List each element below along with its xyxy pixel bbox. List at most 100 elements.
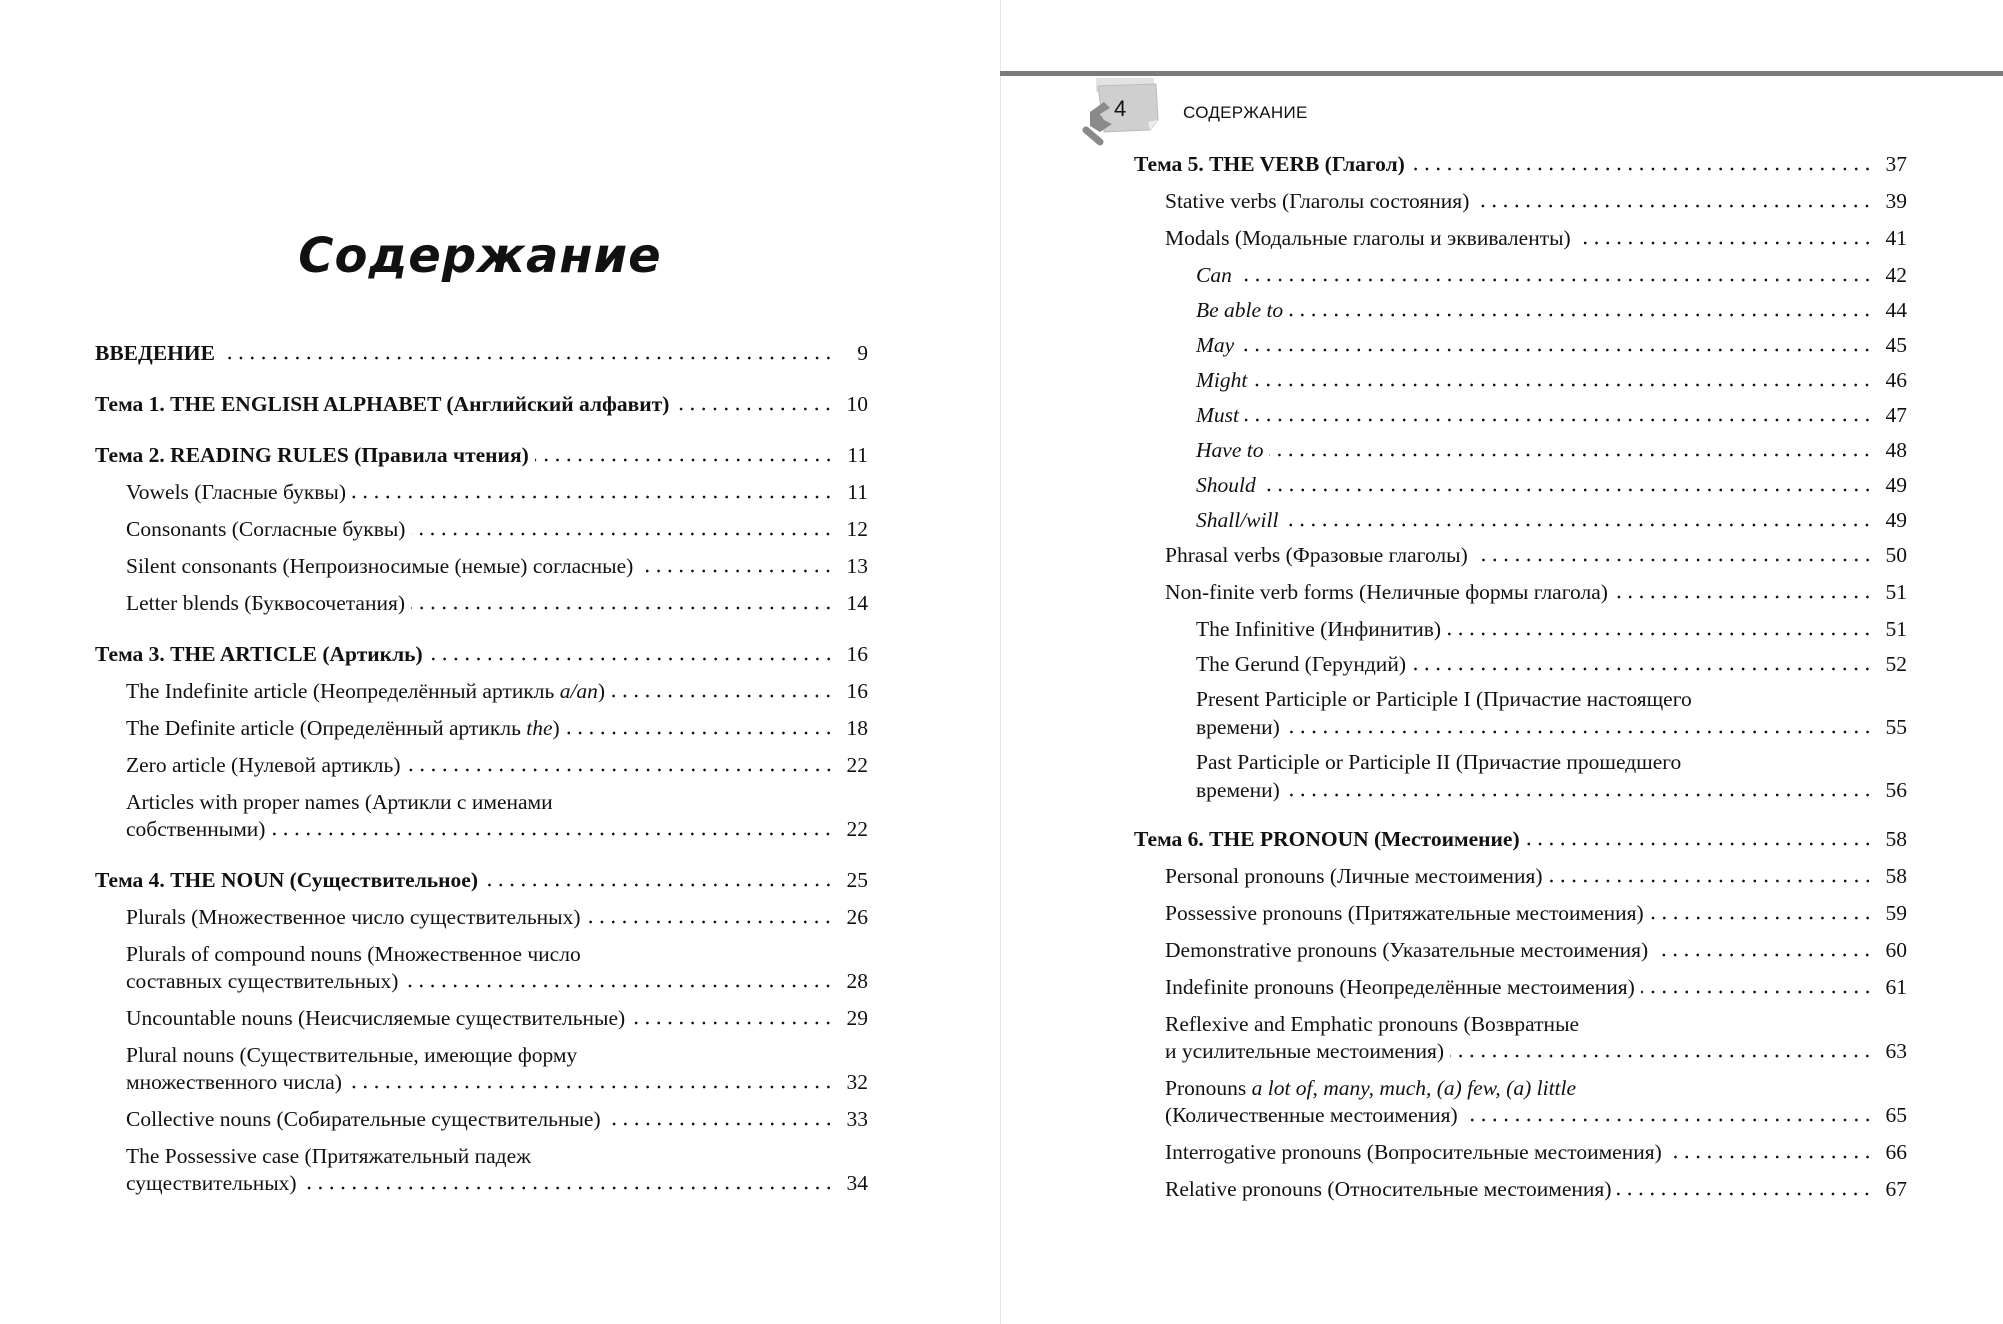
toc-entry-title: The Gerund (Герундий) <box>1196 651 1406 676</box>
toc-entry-line: Silent consonants (Непроизносимые (немые… <box>126 553 868 580</box>
toc-entry-line: Should 49 <box>1196 471 1907 499</box>
toc-entry[interactable]: Тема 2. READING RULES (Правила чтения) 11 <box>95 437 868 474</box>
table-of-contents-left: ВВЕДЕНИЕ 9 Тема 1. THE ENGLISH ALPHABET (А… <box>95 335 868 1216</box>
toc-entry[interactable]: Letter blends (Буквосочетания) 14 <box>95 585 868 622</box>
toc-entry-line: Indefinite pronouns (Неопределённые мест… <box>1165 974 1907 1001</box>
toc-entry[interactable]: Vowels (Гласные буквы) 11 <box>95 474 868 511</box>
toc-entry[interactable]: Reflexive and Emphatic pronouns (Возврат… <box>1134 1006 1907 1070</box>
toc-entry[interactable]: Have to 48 <box>1134 432 1907 467</box>
dot-leader <box>534 458 834 462</box>
toc-entry[interactable]: Collective nouns (Собирательные существи… <box>95 1101 868 1138</box>
dot-leader <box>1237 277 1873 282</box>
toc-entry[interactable]: Possessive pronouns (Притяжательные мест… <box>1134 895 1907 932</box>
toc-entry-line: Letter blends (Буквосочетания) 14 <box>126 590 868 617</box>
toc-entry[interactable]: Тема 6. THE PRONOUN (Местоимение) 58 <box>1134 821 1907 858</box>
toc-page-number: 22 <box>846 817 869 841</box>
toc-entry-line: Тема 5. THE VERB (Глагол) 37 <box>1134 151 1907 178</box>
toc-page-number: 22 <box>846 753 869 777</box>
toc-entry[interactable]: The Infinitive (Инфинитив) 51 <box>1134 611 1907 646</box>
toc-entry[interactable]: Present Participle or Participle I (Прич… <box>1134 681 1907 744</box>
toc-entry-line: и усилительные местоимения) 63 <box>1165 1038 1907 1065</box>
toc-page-number: 45 <box>1885 332 1908 357</box>
toc-entry-line: May 45 <box>1196 331 1907 359</box>
toc-page-number: 18 <box>846 716 869 740</box>
toc-entry[interactable]: Plurals (Множественное число существител… <box>95 899 868 936</box>
toc-entry-title: Past Participle or Participle II (Причас… <box>1196 749 1682 774</box>
toc-entry-title: Letter blends (Буквосочетания) <box>126 591 406 615</box>
dot-leader <box>1245 417 1873 422</box>
toc-entry[interactable]: Relative pronouns (Относительные местоим… <box>1134 1171 1907 1208</box>
toc-entry-title: Plural nouns (Существительные, имеющие ф… <box>126 1043 578 1067</box>
toc-page-number: 11 <box>847 443 868 467</box>
toc-entry[interactable]: Zero article (Нулевой артикль) 22 <box>95 747 868 784</box>
toc-entry[interactable]: Stative verbs (Глаголы состояния) 39 <box>1134 183 1907 220</box>
toc-page-number: 37 <box>1885 152 1908 176</box>
toc-entry-title: Тема 5. THE VERB (Глагол) <box>1134 152 1405 176</box>
toc-entry-line: Phrasal verbs (Фразовые глаголы) 50 <box>1165 542 1907 569</box>
toc-entry-line: Pronouns a lot of, many, much, (a) few, … <box>1165 1075 1907 1102</box>
toc-entry-line: Can 42 <box>1196 261 1907 289</box>
toc-entry[interactable]: May 45 <box>1134 327 1907 362</box>
dot-leader <box>639 569 834 573</box>
toc-entry[interactable]: The Possessive case (Притяжательный паде… <box>95 1138 868 1202</box>
toc-entry[interactable]: Phrasal verbs (Фразовые глаголы) 50 <box>1134 537 1907 574</box>
dot-leader <box>347 1085 834 1089</box>
toc-page-number: 16 <box>846 642 869 666</box>
toc-entry-line: Modals (Модальные глаголы и эквиваленты)… <box>1165 225 1907 252</box>
toc-entry-title: Vowels (Гласные буквы) <box>126 480 347 504</box>
toc-entry[interactable]: Тема 3. THE ARTICLE (Артикль) 16 <box>95 636 868 673</box>
toc-entry-title: Phrasal verbs (Фразовые глаголы) <box>1165 543 1468 567</box>
toc-entry-line: Present Participle or Participle I (Прич… <box>1196 685 1907 713</box>
table-of-contents-right: Тема 5. THE VERB (Глагол) 37 Stative verbs… <box>1134 146 1907 1222</box>
toc-entry[interactable]: Past Participle or Participle II (Причас… <box>1134 744 1907 807</box>
toc-entry[interactable]: Plural nouns (Существительные, имеющие ф… <box>95 1037 868 1101</box>
toc-entry-line: Reflexive and Emphatic pronouns (Возврат… <box>1165 1011 1907 1038</box>
toc-entry-title: Have to <box>1196 437 1264 462</box>
toc-entry[interactable]: Indefinite pronouns (Неопределённые мест… <box>1134 969 1907 1006</box>
dot-leader <box>1548 879 1873 883</box>
dot-leader <box>1450 1054 1873 1058</box>
title-segment: ) <box>552 716 560 740</box>
dot-leader <box>1613 595 1873 599</box>
toc-entry[interactable]: Plurals of compound nouns (Множественное… <box>95 936 868 1000</box>
toc-page-number: 10 <box>846 392 869 416</box>
toc-entry[interactable]: Modals (Модальные глаголы и эквиваленты)… <box>1134 220 1907 257</box>
dot-leader <box>271 832 834 836</box>
toc-entry-title: Possessive pronouns (Притяжательные мест… <box>1165 901 1644 925</box>
dot-leader <box>1410 167 1873 171</box>
toc-entry[interactable]: Тема 5. THE VERB (Глагол) 37 <box>1134 146 1907 183</box>
toc-entry[interactable]: Demonstrative pronouns (Указательные мес… <box>1134 932 1907 969</box>
dot-leader <box>428 657 834 661</box>
toc-entry[interactable]: Articles with proper names (Артикли с им… <box>95 784 868 848</box>
toc-entry[interactable]: Can 42 <box>1134 257 1907 292</box>
toc-entry[interactable]: The Definite article (Определённый артик… <box>95 710 868 747</box>
dot-leader <box>1473 558 1873 562</box>
toc-entry[interactable]: Interrogative pronouns (Вопросительные м… <box>1134 1134 1907 1171</box>
toc-entry[interactable]: Silent consonants (Непроизносимые (немые… <box>95 548 868 585</box>
toc-entry[interactable]: Might 46 <box>1134 362 1907 397</box>
toc-entry-line: Plurals of compound nouns (Множественное… <box>126 941 868 968</box>
toc-entry[interactable]: Pronouns a lot of, many, much, (a) few, … <box>1134 1070 1907 1134</box>
title-segment: ) <box>597 679 606 703</box>
page-badge-icon <box>1082 78 1159 146</box>
toc-entry[interactable]: Be able to 44 <box>1134 292 1907 327</box>
toc-entry[interactable]: Must 47 <box>1134 397 1907 432</box>
toc-entry-title: Тема 3. THE ARTICLE (Артикль) <box>95 642 423 666</box>
toc-entry[interactable]: Should 49 <box>1134 467 1907 502</box>
toc-entry[interactable]: Consonants (Согласные буквы) 12 <box>95 511 868 548</box>
toc-entry-title: множественного числа) <box>126 1070 342 1094</box>
toc-entry[interactable]: ВВЕДЕНИЕ 9 <box>95 335 868 372</box>
toc-entry-line: Vowels (Гласные буквы) 11 <box>126 479 868 506</box>
toc-entry[interactable]: Тема 1. THE ENGLISH ALPHABET (Английский… <box>95 386 868 423</box>
toc-entry[interactable]: Shall/will 49 <box>1134 502 1907 537</box>
header-rule <box>1000 71 2003 76</box>
toc-entry[interactable]: The Gerund (Герундий) 52 <box>1134 646 1907 681</box>
toc-entry[interactable]: Non-finite verb forms (Неличные формы гл… <box>1134 574 1907 611</box>
dot-leader <box>1240 347 1873 352</box>
toc-entry-line: Zero article (Нулевой артикль) 22 <box>126 752 868 779</box>
toc-entry[interactable]: Тема 4. THE NOUN (Существительное) 25 <box>95 862 868 899</box>
toc-entry[interactable]: Personal pronouns (Личные местоимения) 58 <box>1134 858 1907 895</box>
toc-entry[interactable]: Uncountable nouns (Неисчисляемые существ… <box>95 1000 868 1037</box>
toc-entry[interactable]: The Indefinite article (Неопределённый а… <box>95 673 868 710</box>
dot-leader <box>411 532 834 536</box>
